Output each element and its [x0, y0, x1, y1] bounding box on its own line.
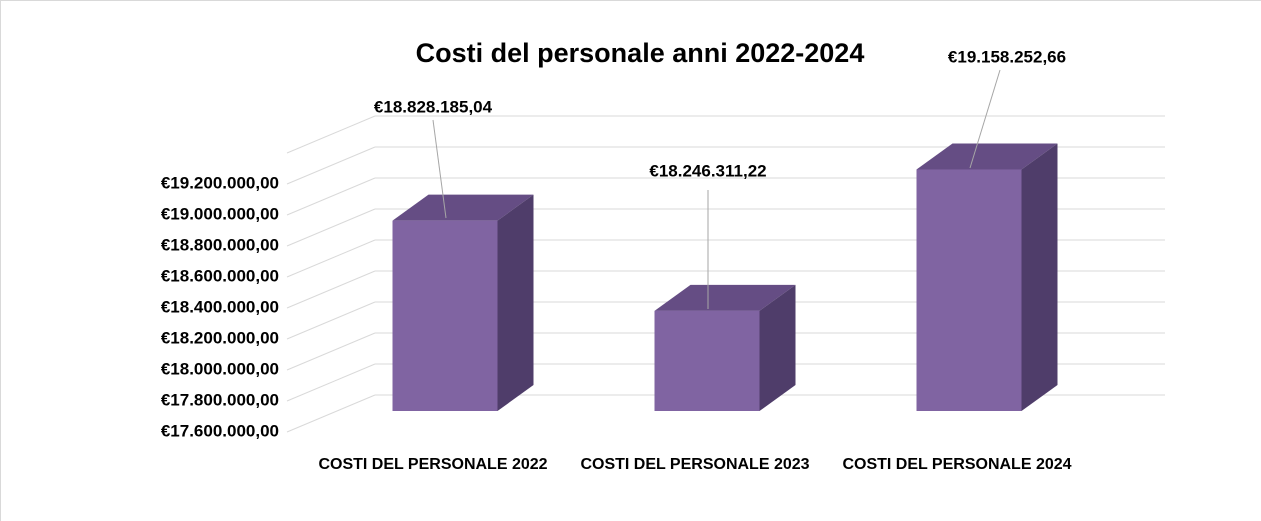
grid-line — [286, 270, 376, 309]
grid-line — [286, 177, 376, 216]
y-tick-label: €19.200.000,00 — [161, 173, 279, 192]
data-label: €18.246.311,22 — [649, 161, 766, 180]
y-tick-label: €17.600.000,00 — [161, 421, 279, 440]
data-label: €19.158.252,66 — [948, 47, 1066, 66]
bar — [654, 310, 760, 411]
x-tick-label: COSTI DEL PERSONALE 2024 — [842, 456, 1072, 473]
chart-title: Costi del personale anni 2022-2024 — [416, 38, 865, 68]
bar-top — [654, 284, 796, 311]
bar — [916, 169, 1022, 411]
x-tick-label: COSTI DEL PERSONALE 2022 — [318, 456, 548, 473]
bar-side — [1021, 143, 1058, 412]
y-tick-label: €19.000.000,00 — [161, 204, 279, 223]
grid-line — [286, 239, 376, 278]
grid-line — [286, 146, 376, 185]
y-tick-label: €17.800.000,00 — [161, 390, 279, 409]
grid-line — [286, 208, 376, 247]
y-tick-label: €18.000.000,00 — [161, 359, 279, 378]
data-label: €18.828.185,04 — [374, 97, 493, 116]
grid-line — [286, 363, 376, 402]
grid-line — [286, 301, 376, 340]
grid-line — [286, 394, 376, 433]
grid-line — [286, 332, 376, 371]
leader-line — [969, 69, 1001, 169]
bar-top — [392, 194, 534, 221]
y-tick-label: €18.200.000,00 — [161, 328, 279, 347]
x-tick-label: COSTI DEL PERSONALE 2023 — [580, 456, 810, 473]
bar-side — [497, 194, 534, 411]
y-tick-label: €18.400.000,00 — [161, 297, 279, 316]
bar — [392, 220, 498, 411]
bar-top — [916, 143, 1058, 170]
y-tick-label: €18.600.000,00 — [161, 266, 279, 285]
bar-side — [759, 284, 796, 411]
y-tick-label: €18.800.000,00 — [161, 235, 279, 254]
leader-line — [432, 119, 447, 219]
grid-line — [286, 115, 376, 154]
